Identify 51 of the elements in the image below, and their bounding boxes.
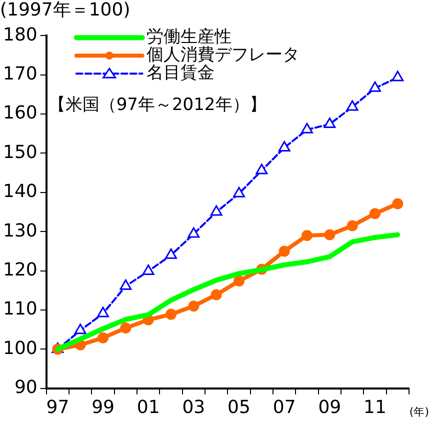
x-tick-label: 11 <box>364 396 386 418</box>
point <box>324 229 336 240</box>
point <box>278 246 290 257</box>
x-tick-label: 05 <box>228 396 250 418</box>
point <box>346 220 358 232</box>
chart-title: (1997年＝100) <box>0 0 130 20</box>
point <box>120 279 132 290</box>
x-tick-label: 99 <box>92 396 114 418</box>
point <box>346 100 358 111</box>
y-tick-label: 150 <box>2 142 38 163</box>
point <box>278 140 290 152</box>
x-tick-label: 07 <box>272 396 296 418</box>
annotation: 【米国（97年～2012年）】 <box>48 95 266 116</box>
y-tick-label: 160 <box>2 102 38 124</box>
point <box>370 208 380 220</box>
x-tick-label: 01 <box>136 396 160 418</box>
point <box>98 332 109 344</box>
y-tick-label: 110 <box>2 298 38 320</box>
point <box>302 230 313 242</box>
point <box>188 227 200 238</box>
point <box>392 70 404 82</box>
x-tick-label: 03 <box>182 396 206 418</box>
point <box>120 322 132 334</box>
point <box>210 289 222 300</box>
point <box>74 324 86 334</box>
y-tick-label: 140 <box>2 181 38 202</box>
point <box>165 248 177 259</box>
x-tick-label: 97 <box>46 396 70 418</box>
x-tick-label: 09 <box>318 396 342 418</box>
point <box>301 122 313 134</box>
legend-label: 労働生産性 <box>146 27 232 48</box>
point <box>392 198 404 210</box>
point <box>188 300 200 312</box>
point <box>324 117 336 128</box>
y-tick-label: 90 <box>14 377 38 398</box>
point <box>166 308 177 320</box>
point <box>233 186 245 198</box>
point <box>210 205 222 216</box>
y-tick-label: 180 <box>2 24 38 46</box>
y-tick-label: 170 <box>2 63 38 84</box>
y-tick-label: 100 <box>2 338 38 359</box>
point <box>256 164 268 174</box>
point <box>234 275 245 286</box>
y-tick-label: 130 <box>2 220 38 242</box>
x-axis-title: (年) <box>409 405 429 418</box>
legend-label: 個人消費デフレータ <box>146 45 300 66</box>
point <box>97 306 109 318</box>
point <box>142 264 154 275</box>
legend-label: 名目賃金 <box>146 63 214 84</box>
y-tick-label: 120 <box>2 259 38 280</box>
point <box>369 81 381 92</box>
